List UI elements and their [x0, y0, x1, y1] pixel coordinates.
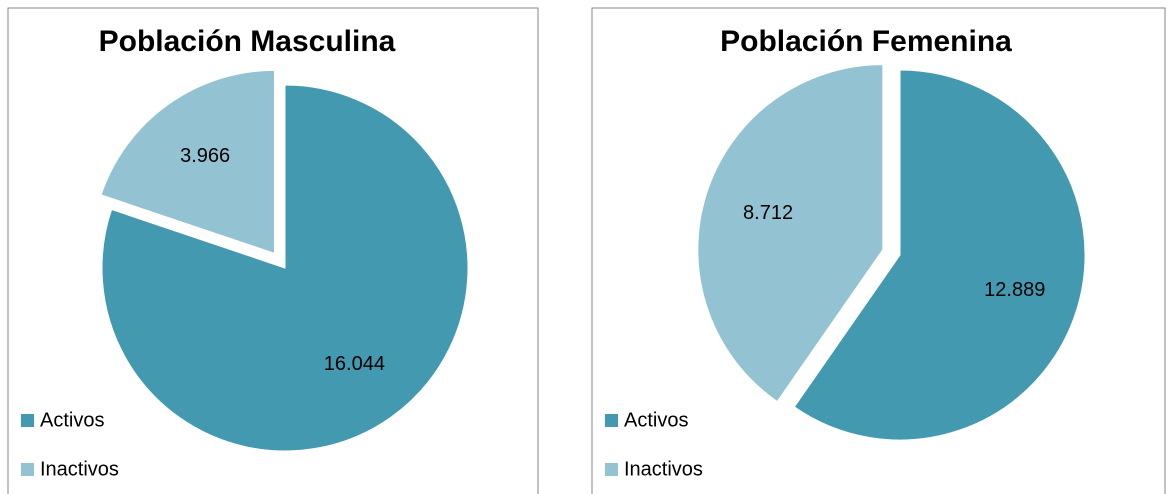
data-label: 3.966 [180, 145, 230, 167]
legend-label: Inactivos [40, 458, 119, 480]
data-label: 16.044 [324, 353, 385, 375]
legend-label: Inactivos [624, 458, 703, 480]
legend-label: Activos [624, 409, 688, 431]
chart-title: Población Femenina [720, 25, 1012, 58]
chart-title: Población Masculina [99, 25, 396, 58]
pie-slice [101, 84, 469, 452]
legend-swatch [605, 463, 618, 476]
data-label: 8.712 [743, 202, 793, 224]
legend-swatch [21, 463, 34, 476]
data-label: 12.889 [984, 279, 1045, 301]
pie-slice [100, 69, 276, 255]
legend-swatch [21, 414, 34, 427]
pie-slice [793, 69, 1086, 441]
legend-label: Activos [40, 409, 104, 431]
legend-swatch [605, 414, 618, 427]
pie-slice [697, 64, 884, 403]
